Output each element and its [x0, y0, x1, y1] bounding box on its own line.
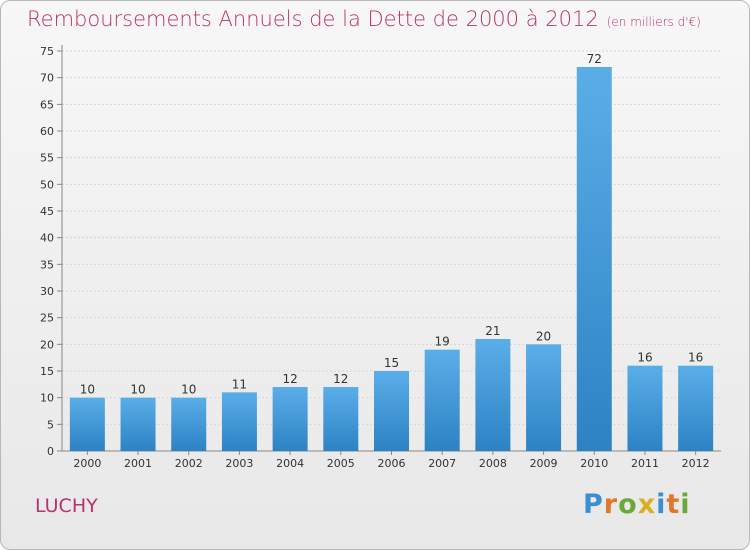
bar	[272, 387, 308, 451]
y-tick-label: 50	[40, 178, 54, 191]
bar	[120, 397, 156, 451]
data-label: 72	[587, 52, 602, 66]
y-tick-label: 55	[40, 152, 54, 165]
proxiti-logo: Proxiti	[583, 489, 691, 520]
y-tick-label: 20	[40, 338, 54, 351]
y-tick-label: 0	[47, 445, 54, 458]
y-tick-label: 25	[40, 312, 54, 325]
data-label: 10	[80, 383, 95, 397]
bar	[69, 397, 105, 451]
x-tick-label: 2002	[175, 457, 203, 470]
y-tick-label: 15	[40, 365, 54, 378]
bar	[374, 371, 409, 451]
data-label: 15	[384, 356, 399, 370]
data-label: 11	[232, 377, 247, 391]
x-tick-label: 2007	[428, 457, 456, 470]
y-tick-label: 10	[40, 392, 54, 405]
x-tick-label: 2001	[124, 457, 152, 470]
x-tick-label: 2010	[580, 457, 608, 470]
data-label: 19	[435, 335, 450, 349]
bars: 10 10 10 11 12 12 15 19 21 20 72 16 16	[69, 52, 714, 451]
y-tick-label: 45	[40, 205, 54, 218]
bar	[475, 339, 511, 451]
y-tick-label: 70	[40, 72, 54, 85]
data-label: 21	[485, 324, 500, 338]
y-tick-label: 5	[47, 418, 54, 431]
bar	[171, 397, 207, 451]
y-tick-label: 60	[40, 125, 54, 138]
x-tick-label: 2004	[276, 457, 304, 470]
bar	[323, 387, 359, 451]
data-label: 16	[637, 351, 652, 365]
chart-subtitle: (en milliers d'€)	[606, 15, 701, 29]
bar	[576, 67, 612, 451]
y-axis: 0 5 10 15 20 25 30 35 40 45 50 55 60 65 70 75	[40, 45, 721, 458]
commune-name: LUCHY	[35, 495, 98, 517]
x-tick-label: 2006	[378, 457, 406, 470]
bar	[678, 365, 714, 451]
x-axis: 2000 2001 2002 2003 2004 2005 2006 2007 2008 2009…	[73, 451, 710, 470]
y-tick-label: 40	[40, 232, 54, 245]
x-tick-label: 2008	[479, 457, 507, 470]
y-tick-label: 35	[40, 258, 54, 271]
y-tick-label: 75	[40, 45, 54, 58]
bar	[221, 392, 257, 451]
data-label: 10	[130, 383, 145, 397]
data-label: 20	[536, 329, 551, 343]
data-label: 16	[688, 351, 703, 365]
data-label: 12	[333, 372, 348, 386]
x-tick-label: 2012	[682, 457, 710, 470]
chart-title-text: Remboursements Annuels de la Dette de 20…	[27, 7, 599, 31]
bar	[627, 365, 663, 451]
bar	[526, 344, 562, 451]
x-tick-label: 2000	[73, 457, 101, 470]
data-label: 10	[181, 383, 196, 397]
y-tick-label: 30	[40, 285, 54, 298]
x-tick-label: 2009	[530, 457, 558, 470]
bar	[424, 349, 460, 451]
x-tick-label: 2003	[225, 457, 253, 470]
y-tick-label: 65	[40, 98, 54, 111]
data-label: 12	[282, 372, 297, 386]
chart-title: Remboursements Annuels de la Dette de 20…	[27, 7, 701, 31]
x-tick-label: 2005	[327, 457, 355, 470]
x-tick-label: 2011	[631, 457, 659, 470]
